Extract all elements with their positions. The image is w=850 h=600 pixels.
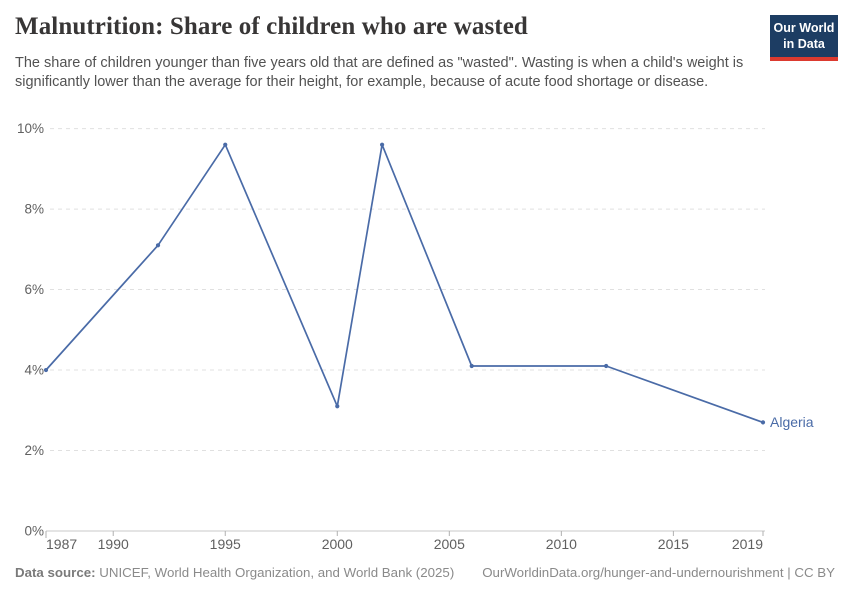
x-axis-tick-label: 2010: [546, 536, 577, 552]
x-axis-tick-label: 2019: [732, 536, 763, 552]
x-axis-tick-label: 1987: [46, 536, 77, 552]
owid-logo[interactable]: Our World in Data: [770, 15, 838, 62]
y-axis-tick-label: 2%: [24, 443, 44, 458]
y-axis-tick-label: 0%: [24, 524, 44, 539]
source-note: Data source: UNICEF, World Health Organi…: [15, 565, 454, 580]
data-point-2000[interactable]: [335, 404, 340, 409]
license-note: OurWorldinData.org/hunger-and-undernouri…: [482, 565, 835, 580]
y-axis-tick-label: 4%: [24, 363, 44, 378]
owid-logo-line2: in Data: [783, 36, 825, 51]
x-axis-tick-label: 2015: [658, 536, 689, 552]
y-axis-tick-label: 10%: [17, 121, 44, 136]
chart-subtitle: The share of children younger than five …: [15, 55, 744, 90]
data-point-1992[interactable]: [155, 243, 161, 248]
x-axis-tick-label: 2000: [322, 536, 353, 552]
data-point-1987[interactable]: [43, 367, 49, 373]
line-chart[interactable]: 0% 2% 4% 6% 8% 10% 1987 1990 1995 2000 2005 2010 201…: [0, 110, 850, 565]
x-axis-tick-label: 1995: [210, 536, 241, 552]
source-text: UNICEF, World Health Organization, and W…: [95, 565, 455, 580]
algeria-line-series[interactable]: [45, 143, 764, 424]
x-axis-tick-label: 2005: [434, 536, 465, 552]
y-axis-tick-label: 8%: [24, 202, 44, 217]
data-point-1995[interactable]: [223, 142, 228, 147]
data-point-2002[interactable]: [379, 142, 385, 147]
data-point-2019[interactable]: [760, 420, 766, 425]
data-point-2006[interactable]: [469, 363, 474, 369]
y-axis-tick-label: 6%: [24, 282, 44, 297]
x-axis-tick-label: 1990: [98, 536, 129, 552]
entity-label[interactable]: Algeria: [770, 414, 814, 430]
data-point-2012[interactable]: [604, 363, 609, 369]
page-title: Malnutrition: Share of children who are …: [15, 13, 528, 40]
chart-footer: Data source: UNICEF, World Health Organi…: [15, 565, 835, 580]
source-label: Data source:: [15, 565, 96, 580]
owid-logo-line1: Our World: [773, 21, 835, 35]
